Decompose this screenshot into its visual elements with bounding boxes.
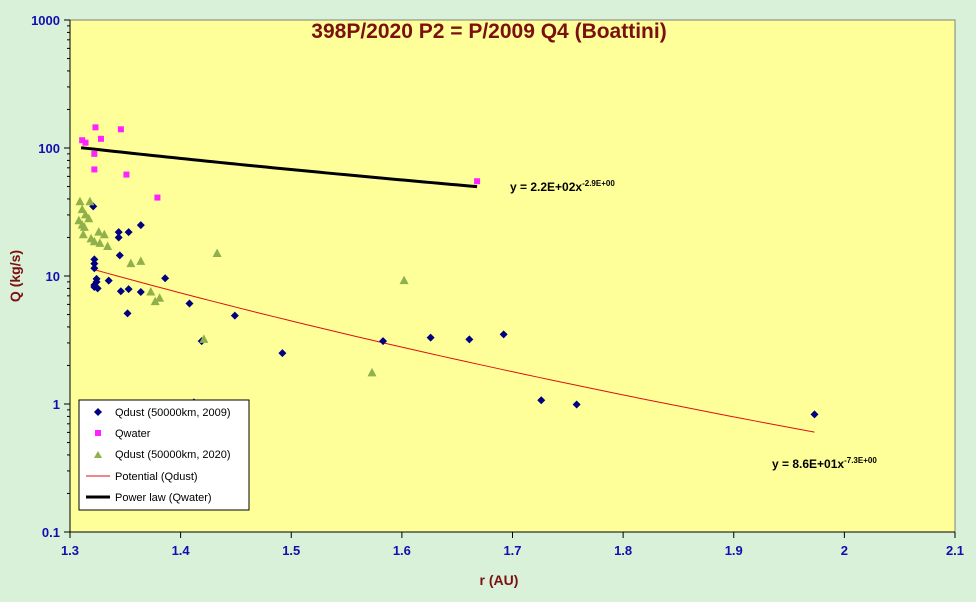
x-tick-label: 1.4 — [172, 543, 191, 558]
dust-2009-point — [90, 255, 99, 264]
dust-2009-point — [426, 333, 435, 342]
dust-2009-point — [136, 221, 145, 230]
dust-2009-point — [379, 337, 388, 346]
legend-label: Qwater — [115, 428, 151, 440]
water-point — [154, 194, 161, 201]
dust-2020-point — [212, 248, 222, 257]
x-tick-label: 2.1 — [946, 543, 964, 558]
legend-label: Potential (Qdust) — [115, 471, 198, 483]
water-point — [123, 171, 130, 178]
legend-box — [78, 399, 250, 511]
water-trend-equation: y = 2.2E+02x-2.9E+00 — [510, 179, 615, 194]
dust-2009-point — [123, 309, 132, 318]
legend-diamond-marker — [94, 408, 102, 416]
dust-2009-point — [115, 251, 124, 260]
axes: 0.1 1 10 100 1000 1.3 1.4 1.5 1.6 1.7 1.8 1.9 2 2.1 — [31, 13, 964, 558]
dust-2020-point — [126, 258, 136, 268]
y-tick-label: 100 — [38, 141, 60, 156]
x-tick-label: 1.9 — [725, 543, 743, 558]
dust-2009-point — [114, 233, 123, 242]
x-tick-label: 1.7 — [503, 543, 521, 558]
legend-item-potential: Potential (Qdust) — [86, 471, 198, 483]
dust-2009-point — [93, 284, 102, 293]
dust-2020-point — [84, 213, 94, 223]
dust-2020-point — [79, 222, 89, 231]
dust-2020-point — [78, 229, 88, 239]
y-tick-label: 0.1 — [42, 525, 60, 540]
water-point — [97, 135, 104, 142]
legend-item-dust-2020: Qdust (50000km, 2020) — [94, 449, 231, 461]
dust-2020-point — [85, 196, 95, 206]
dust-2020-point — [75, 196, 85, 206]
dust-2009-point — [537, 396, 546, 405]
legend-item-power-law: Power law (Qwater) — [86, 492, 212, 504]
legend-item-dust-2009: Qdust (50000km, 2009) — [94, 407, 231, 419]
dust-2009-point — [465, 335, 474, 344]
legend-triangle-marker — [94, 451, 102, 458]
legend-label: Power law (Qwater) — [115, 492, 212, 504]
data-points — [74, 124, 819, 419]
dust-2009-point — [278, 349, 287, 358]
legend-item-water: Qwater — [95, 428, 151, 440]
dust-2009-point — [136, 287, 145, 296]
water-point — [91, 150, 98, 157]
dust-2020-point — [89, 236, 99, 246]
dust-2009-point — [810, 410, 819, 419]
dust-2009-point — [116, 287, 125, 296]
dust-2009-point — [230, 311, 239, 320]
water-point — [79, 137, 86, 144]
dust-2020-point — [146, 286, 156, 296]
dust-2020-point — [367, 367, 377, 377]
dust-trend-equation: y = 8.6E+01x-7.3E+00 — [772, 456, 877, 471]
dust-2020-point — [95, 238, 105, 247]
x-tick-label: 1.8 — [614, 543, 632, 558]
potential-trendline — [93, 268, 815, 433]
water-point — [92, 124, 99, 131]
dust-2020-point — [199, 334, 209, 343]
dust-2020-point — [94, 227, 104, 236]
dust-2009-point — [161, 274, 170, 283]
x-tick-label: 2 — [841, 543, 848, 558]
x-tick-label: 1.5 — [282, 543, 300, 558]
dust-2020-point — [99, 229, 109, 239]
water-point — [91, 166, 98, 173]
legend-label: Qdust (50000km, 2020) — [115, 449, 231, 461]
water-point — [82, 139, 89, 146]
dust-2020-point — [150, 296, 160, 306]
dust-2009-point — [104, 276, 113, 285]
water-point — [474, 178, 481, 185]
chart-title: 398P/2020 P2 = P/2009 Q4 (Boattini) — [311, 20, 666, 43]
dust-2009-point — [499, 330, 508, 339]
dust-2009-point — [114, 228, 123, 237]
legend-label: Qdust (50000km, 2009) — [115, 407, 231, 419]
dust-2009-point — [124, 228, 133, 237]
dust-2020-point — [399, 275, 409, 285]
x-axis-label: r (AU) — [480, 572, 519, 588]
dust-2009-point — [90, 259, 99, 268]
y-tick-label: 1 — [53, 397, 60, 412]
y-tick-label: 10 — [46, 269, 60, 284]
dust-2020-point — [103, 241, 113, 251]
dust-2009-point — [90, 264, 99, 273]
dust-2009-point — [572, 400, 581, 409]
dust-2020-point — [155, 293, 165, 302]
trendlines — [80, 146, 815, 433]
dust-2020-point — [136, 256, 146, 265]
dust-2020-point — [77, 204, 87, 214]
y-tick-label: 1000 — [31, 13, 60, 28]
x-tick-label: 1.6 — [393, 543, 411, 558]
power-law-trendline — [80, 146, 478, 189]
water-point — [117, 126, 124, 133]
legend: Qdust (50000km, 2009) Qwater Qdust (5000… — [78, 399, 250, 511]
legend-square-marker — [95, 430, 101, 436]
dust-2009-point — [185, 299, 194, 308]
dust-2009-point — [124, 285, 133, 294]
y-axis-label: Q (kg/s) — [7, 250, 23, 302]
x-tick-label: 1.3 — [61, 543, 79, 558]
